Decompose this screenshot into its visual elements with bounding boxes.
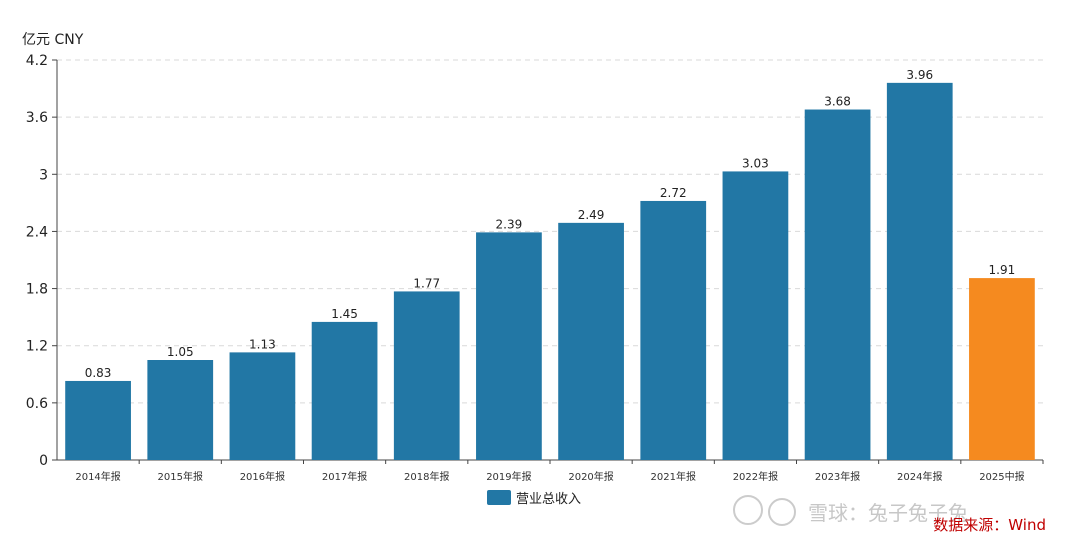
- x-tick-label: 2022年报: [733, 470, 778, 483]
- bar[interactable]: [147, 360, 214, 460]
- data-label: 1.91: [989, 263, 1016, 277]
- bars: [65, 82, 1035, 461]
- x-tick-label: 2025中报: [979, 470, 1024, 483]
- legend[interactable]: 营业总收入: [487, 490, 581, 507]
- y-tick-label: 0: [39, 453, 48, 469]
- y-tick-label: 0.6: [26, 396, 48, 412]
- bar[interactable]: [804, 109, 871, 461]
- y-tick-label: 1.2: [26, 339, 48, 355]
- data-label: 1.45: [331, 307, 358, 321]
- x-tick-label: 2018年报: [404, 470, 449, 483]
- source-note: 数据来源：Wind: [933, 516, 1046, 534]
- x-tick-label: 2014年报: [75, 470, 120, 483]
- y-tick-label: 1.8: [26, 282, 48, 298]
- xueqiu-icon: [768, 498, 796, 526]
- data-label: 0.83: [85, 366, 112, 380]
- y-tick-label: 3: [39, 167, 48, 183]
- y-tick-label: 2.4: [26, 224, 48, 240]
- x-tick-label: 2015年报: [158, 470, 203, 483]
- watermark-logo: [733, 495, 796, 526]
- bar[interactable]: [722, 171, 789, 460]
- y-unit-label: 亿元 CNY: [22, 32, 84, 48]
- x-tick-label: 2020年报: [568, 470, 613, 483]
- bar[interactable]: [886, 82, 953, 460]
- x-tick-label: 2024年报: [897, 470, 942, 483]
- x-tick-label: 2016年报: [240, 470, 285, 483]
- labels: 0 0.6 1.2 1.8 2.4 3 3.6 4.2 0.83 2014年报 1.05 2015年报…: [26, 53, 1025, 483]
- bar[interactable]: [558, 222, 624, 460]
- bar[interactable]: [311, 321, 378, 460]
- data-label: 1.05: [167, 345, 194, 359]
- wechat-icon: [733, 495, 763, 525]
- data-label: 1.77: [413, 276, 440, 290]
- bar[interactable]: [476, 232, 542, 460]
- data-label: 2.72: [660, 186, 687, 200]
- data-label: 3.68: [824, 95, 851, 109]
- x-tick-label: 2017年报: [322, 470, 367, 483]
- x-tick-label: 2023年报: [815, 470, 860, 483]
- x-tick-label: 2019年报: [486, 470, 531, 483]
- data-label: 3.96: [906, 68, 933, 82]
- data-label: 2.39: [496, 217, 523, 231]
- data-label: 2.49: [578, 208, 605, 222]
- bar[interactable]: [969, 278, 1035, 460]
- x-tick-label: 2021年报: [651, 470, 696, 483]
- watermark-text: 雪球：兔子兔子兔: [808, 501, 968, 525]
- legend-swatch: [487, 490, 511, 505]
- bar[interactable]: [393, 291, 460, 460]
- bar[interactable]: [640, 200, 707, 460]
- y-tick-label: 4.2: [26, 53, 48, 69]
- data-label: 1.13: [249, 337, 276, 351]
- y-tick-label: 3.6: [26, 110, 48, 126]
- axes: [52, 59, 1044, 464]
- grid-lines: [57, 59, 1043, 404]
- bar[interactable]: [229, 352, 296, 460]
- data-label: 3.03: [742, 156, 769, 170]
- bar[interactable]: [65, 380, 131, 460]
- legend-label: 营业总收入: [516, 492, 581, 507]
